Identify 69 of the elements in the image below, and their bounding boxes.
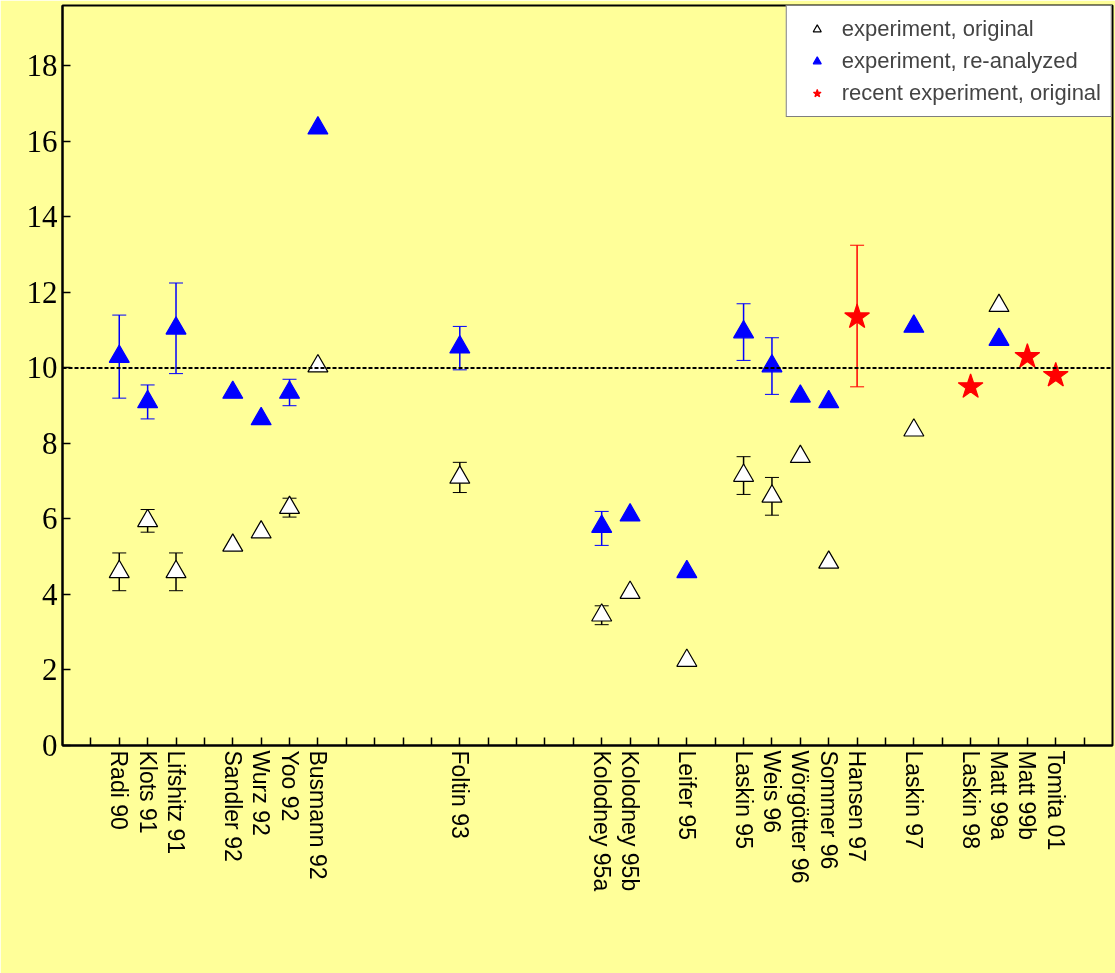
x-tick-label: Klots 91 xyxy=(134,750,161,834)
point xyxy=(789,444,811,464)
x-tick-label: Busmann 92 xyxy=(304,750,331,880)
point xyxy=(761,484,783,503)
y-tick-label: 2 xyxy=(42,652,58,688)
legend-label: experiment, original xyxy=(841,16,1034,42)
point xyxy=(818,389,840,409)
y-tick-label: 16 xyxy=(26,123,58,159)
x-tick-label: Yoo 92 xyxy=(276,750,303,822)
y-tick-label: 8 xyxy=(42,425,58,461)
point xyxy=(844,303,871,329)
y-tick-label: 14 xyxy=(26,199,58,235)
point xyxy=(903,314,925,333)
point xyxy=(137,389,159,409)
point xyxy=(222,380,244,399)
x-tick-label: Wurz 92 xyxy=(248,750,275,836)
point xyxy=(619,503,641,522)
y-tick-label: 12 xyxy=(26,274,58,310)
point xyxy=(903,418,925,437)
legend-label: experiment, re-analyzed xyxy=(841,48,1078,74)
x-tick-label: Tomita 01 xyxy=(1042,750,1069,851)
x-tick-label: Laskin 97 xyxy=(900,750,927,849)
x-tick-label: Radi 90 xyxy=(106,750,133,830)
point xyxy=(1042,361,1069,387)
x-tick-label: Matt 99a xyxy=(985,750,1012,841)
x-tick-label: Foltin 93 xyxy=(446,750,473,839)
y-tick-label: 4 xyxy=(42,576,58,612)
point xyxy=(1014,343,1041,368)
point xyxy=(988,293,1010,313)
point xyxy=(250,520,272,539)
point xyxy=(789,384,811,403)
point xyxy=(222,533,244,552)
x-tick-label: Kolodney 95a xyxy=(588,750,615,892)
point xyxy=(250,406,272,426)
x-tick-label: Sandler 92 xyxy=(219,750,246,862)
x-tick-label: Leifer 95 xyxy=(673,750,700,841)
x-tick-label: Kolodney 95b xyxy=(617,750,644,892)
y-tick-label: 10 xyxy=(26,350,58,386)
point xyxy=(591,514,613,533)
point xyxy=(732,463,755,482)
x-tick-label: Sommer 96 xyxy=(815,750,842,870)
point xyxy=(137,508,159,528)
point xyxy=(108,559,130,579)
point xyxy=(307,116,329,135)
point xyxy=(278,380,301,399)
point xyxy=(676,648,698,667)
point xyxy=(619,580,641,599)
point xyxy=(676,559,698,579)
point xyxy=(165,559,187,579)
point xyxy=(108,344,130,363)
point xyxy=(988,327,1010,347)
point xyxy=(165,316,187,335)
x-tick-label: Weis 96 xyxy=(758,750,785,834)
x-tick-label: Hansen 97 xyxy=(844,750,871,862)
x-tick-label: Lifshitz 91 xyxy=(163,750,190,855)
legend-label: recent experiment, original xyxy=(841,80,1101,106)
x-tick-label: Laskin 98 xyxy=(957,750,984,849)
y-tick-label: 0 xyxy=(42,728,58,763)
point xyxy=(449,335,471,354)
x-tick-label: Matt 99b xyxy=(1014,750,1041,840)
y-tick-label: 6 xyxy=(42,501,58,537)
x-tick-label: Laskin 95 xyxy=(730,750,757,849)
point xyxy=(591,603,613,622)
point xyxy=(732,319,755,339)
point xyxy=(449,465,471,484)
y-tick-label: 18 xyxy=(26,48,58,84)
point xyxy=(818,550,840,569)
x-tick-label: Wörgötter 96 xyxy=(787,750,814,884)
point xyxy=(957,373,984,398)
